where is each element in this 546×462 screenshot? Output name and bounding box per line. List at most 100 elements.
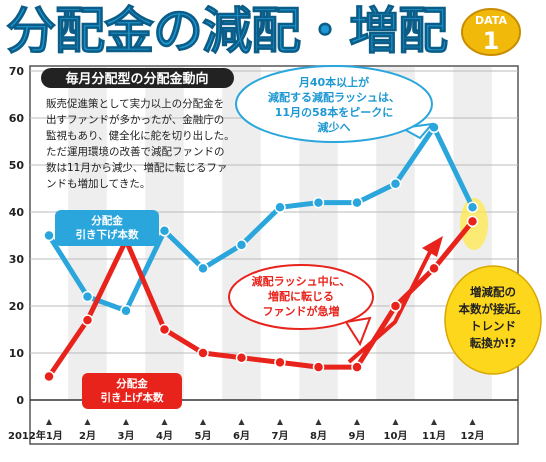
data-point bbox=[43, 370, 55, 383]
callout-converge-line: 転換か!? bbox=[470, 336, 516, 350]
y-tick-label: 50 bbox=[9, 159, 25, 172]
data-point bbox=[120, 304, 132, 317]
x-tick-marker bbox=[84, 419, 91, 425]
x-tick-label: 6月 bbox=[233, 430, 250, 442]
data-point bbox=[428, 262, 440, 275]
y-tick-label: 60 bbox=[9, 112, 25, 125]
x-tick-marker bbox=[200, 419, 206, 425]
x-tick-label: 2012年1月 bbox=[8, 429, 63, 442]
callout-raise-tail bbox=[344, 316, 372, 347]
intro-line: 販売促進策として実力以上の分配金を bbox=[46, 97, 224, 110]
callout-cut-peak: 月40本以上が 減配する減配ラッシュは、 11月の58本をピークに 減少へ bbox=[235, 65, 435, 143]
intro-line: 監視もあり、健全化に舵を切り出した。 bbox=[46, 129, 235, 142]
x-tick-marker bbox=[123, 419, 129, 425]
data-point bbox=[235, 239, 248, 251]
data-point bbox=[274, 356, 286, 369]
data-point bbox=[351, 361, 363, 373]
y-tick-label: 70 bbox=[9, 65, 25, 78]
data-point bbox=[466, 215, 479, 228]
intro-line: 出すファンドが多かったが、金融庁の bbox=[46, 113, 224, 126]
trend-arrow bbox=[347, 236, 443, 364]
intro-line: ンドも増加してきた。 bbox=[46, 177, 150, 190]
x-tick-label: 9月 bbox=[349, 430, 366, 442]
intro-line: 数は11月から減少、増配に転じるファ bbox=[46, 161, 227, 174]
badge-number: 1 bbox=[483, 27, 500, 55]
y-axis-ticks: 0 10 20 30 40 50 60 70 bbox=[9, 65, 25, 407]
data-point bbox=[351, 196, 363, 209]
x-tick-label: 5月 bbox=[195, 430, 212, 442]
data-point bbox=[43, 229, 55, 242]
data-point bbox=[81, 290, 94, 303]
y-tick-label: 40 bbox=[9, 206, 25, 219]
x-tick-label: 8月 bbox=[310, 430, 327, 442]
callout-converge-line: トレンド bbox=[470, 319, 516, 333]
legend-cut-label: 分配金引き下げ本数 bbox=[76, 214, 139, 241]
callout-raise-surge: 減配ラッシュ中に、 増配に転じる ファンドが急増 bbox=[228, 264, 374, 347]
callout-converge-line: 本数が接近。 bbox=[459, 302, 528, 316]
y-tick-label: 20 bbox=[9, 300, 25, 313]
callout-converge-bubble bbox=[444, 265, 542, 375]
trend-arrow-head bbox=[422, 236, 443, 257]
callout-raise-line: 増配に転じる bbox=[268, 289, 334, 303]
legend-cut: 分配金引き下げ本数 bbox=[55, 210, 159, 246]
legend-raise: 分配金引き上げ本数 bbox=[82, 373, 182, 409]
y-tick-label: 30 bbox=[9, 253, 25, 266]
data-point bbox=[158, 225, 171, 237]
callout-cut-line: 月40本以上が bbox=[298, 75, 369, 89]
x-tick-marker bbox=[161, 419, 168, 425]
data-point bbox=[466, 201, 479, 214]
trend-arrow-shaft bbox=[347, 251, 432, 364]
y-tick-label: 10 bbox=[9, 347, 25, 360]
badge-shape bbox=[461, 8, 521, 56]
series-line bbox=[46, 124, 475, 314]
callout-raise-bubble bbox=[228, 264, 374, 330]
data-point bbox=[274, 201, 286, 214]
page-title: 分配金の減配・増配 bbox=[6, 2, 449, 61]
x-tick-label: 10月 bbox=[384, 430, 408, 442]
data-point bbox=[197, 262, 209, 275]
data-point bbox=[235, 351, 248, 364]
legend-raise-box bbox=[82, 373, 182, 409]
callout-cut-bubble bbox=[235, 65, 433, 143]
x-tick-marker bbox=[277, 419, 283, 425]
data-point bbox=[197, 347, 209, 359]
x-tick-label: 3月 bbox=[118, 430, 135, 442]
series-line bbox=[46, 218, 475, 379]
x-tick-marker bbox=[315, 419, 322, 425]
data-point bbox=[312, 196, 325, 209]
callout-cut-line: 減少へ bbox=[318, 120, 351, 134]
callout-cut-line: 11月の58本をピークに bbox=[275, 105, 394, 119]
intro-line: ただ運用環境の改善で減配ファンドの bbox=[46, 145, 225, 158]
badge-label: DATA bbox=[475, 14, 507, 27]
x-tick-marker bbox=[392, 419, 399, 425]
x-tick-marker bbox=[469, 419, 476, 425]
x-tick-label: 7月 bbox=[272, 430, 289, 442]
x-tick-marker bbox=[354, 419, 360, 425]
x-tick-label: 12月 bbox=[461, 430, 485, 442]
callout-raise-line: 減配ラッシュ中に、 bbox=[252, 274, 351, 288]
data-point bbox=[389, 300, 402, 312]
intro-heading: 毎月分配型の分配金動向 bbox=[65, 71, 208, 87]
callout-converge-line: 増減配の bbox=[470, 285, 516, 299]
callout-cut-line: 減配する減配ラッシュは、 bbox=[268, 90, 400, 104]
x-tick-marker bbox=[238, 419, 245, 425]
data-badge: DATA 1 bbox=[461, 8, 521, 56]
intro-heading-box bbox=[41, 68, 234, 88]
callout-raise-line: ファンドが急増 bbox=[263, 304, 340, 318]
x-axis-ticks: 2012年1月 2月 3月 4月 5月 6月 7月 8月 9月 10月 11月 12月 bbox=[8, 419, 484, 442]
callout-converge: 増減配の 本数が接近。 トレンド 転換か!? bbox=[444, 265, 542, 375]
x-tick-marker bbox=[46, 419, 52, 425]
legend-cut-box bbox=[55, 210, 159, 246]
legend-raise-label: 分配金引き上げ本数 bbox=[101, 377, 164, 404]
x-tick-label: 4月 bbox=[156, 430, 173, 442]
data-point bbox=[312, 361, 325, 373]
x-tick-label: 11月 bbox=[422, 430, 446, 442]
data-point bbox=[389, 178, 402, 190]
data-point bbox=[81, 314, 94, 326]
series-points bbox=[43, 121, 479, 383]
intro-block: 毎月分配型の分配金動向 販売促進策として実力以上の分配金を 出すファンドが多かっ… bbox=[41, 68, 235, 190]
series-lines bbox=[46, 124, 475, 379]
x-tick-label: 2月 bbox=[79, 430, 96, 442]
y-tick-label: 0 bbox=[16, 394, 24, 407]
